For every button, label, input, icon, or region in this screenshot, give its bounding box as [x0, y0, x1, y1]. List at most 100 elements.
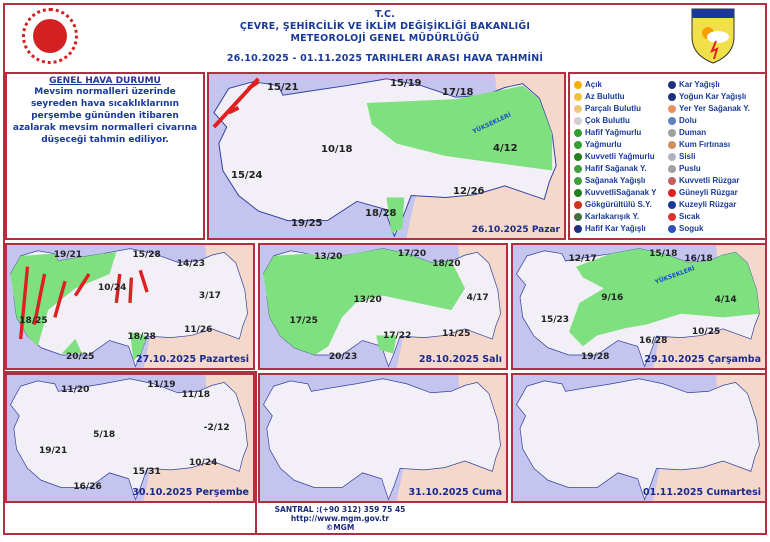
legend-label: Soguk [679, 224, 704, 233]
legend-label: Hafif Sağanak Y. [585, 164, 647, 173]
legend-label: Hafif Yağmurlu [585, 128, 642, 137]
legend-item: Duman [668, 127, 750, 139]
temp-label: 19/21 [53, 249, 83, 260]
temp-label: 18/28 [127, 332, 156, 343]
legend-item: Gökgürültülü S.Y. [574, 199, 656, 211]
temp-label: 3/17 [198, 290, 221, 301]
temp-label: 10/25 [691, 327, 721, 338]
light-rain-icon [574, 129, 582, 137]
legend-label: Kum Fırtınası [679, 140, 731, 149]
rain-icon [574, 141, 582, 149]
temp-label: 11/19 [147, 380, 176, 391]
temp-label: 19/25 [291, 218, 323, 229]
temp-label: 20/25 [66, 352, 95, 362]
legend-item: KuvvetliSağanak Y [574, 187, 656, 199]
temp-label: 20/23 [328, 352, 358, 362]
map-date: 31.10.2025 Cuma [408, 487, 502, 498]
map-date: 28.10.2025 Salı [418, 354, 502, 365]
north-wind-arrow-icon [668, 201, 676, 209]
temp-label: 15/18 [649, 248, 678, 259]
map-day-3: 13/20 17/20 18/20 13/20 4/17 17/25 11/25 17/22 2… [258, 243, 508, 370]
legend-item: Kuvvetli Yağmurlu [574, 151, 656, 163]
website-link[interactable]: http://www.mgm.gov.tr [290, 514, 390, 523]
temp-label: 17/22 [383, 331, 412, 342]
temp-label: 18/28 [365, 208, 397, 219]
map-day-6: 31.10.2025 Cuma [258, 373, 508, 503]
cloud-icon [574, 117, 582, 125]
legend-label: Kar Yağışlı [679, 80, 720, 89]
legend-item: Yoğun Kar Yağışlı [668, 91, 750, 103]
legend-item: Kum Fırtınası [668, 139, 750, 151]
south-wind-arrow-icon [668, 189, 676, 197]
legend-label: Dolu [679, 116, 697, 125]
map-day-5: 11/20 11/19 11/18 5/18 -2/12 19/21 10/24 15/31 1… [5, 373, 255, 503]
legend-label: Duman [679, 128, 707, 137]
sun-small-cloud-icon [574, 93, 582, 101]
temp-label: 18/25 [19, 316, 48, 327]
legend-item: Kuvvetli Rüzgar [668, 175, 750, 187]
legend-item: Açık [574, 79, 656, 91]
phone-number: SANTRAL :(+90 312) 359 75 45 [274, 505, 406, 514]
temp-label: 11/25 [442, 328, 471, 339]
meteoroloji-logo [691, 8, 735, 64]
temp-label: 4/12 [493, 143, 518, 154]
legend-label: Çok Bulutlu [585, 116, 630, 125]
temp-label: 14/23 [176, 258, 206, 269]
sun-icon [574, 81, 582, 89]
smoke-icon [668, 129, 676, 137]
temp-label: 16/18 [684, 253, 713, 264]
legend-panel: Açık Az Bulutlu Parçalı Bulutlu Çok Bulutlu… [568, 72, 767, 240]
legend-item: Karlakarışık Y. [574, 211, 656, 223]
legend-item: Sıcak [668, 211, 750, 223]
legend-item: Yağmurlu [574, 139, 656, 151]
legend-item: Parçalı Bulutlu [574, 103, 656, 115]
temp-label: 17/18 [442, 87, 474, 98]
temp-label: 4/17 [466, 292, 489, 303]
temp-label: 16/26 [73, 482, 102, 493]
temp-label: 13/20 [353, 295, 382, 306]
legend-item: Hafif Sağanak Y. [574, 163, 656, 175]
general-weather-text: Mevsim normalleri üzerinde seyreden hava… [12, 87, 198, 145]
hot-thermometer-icon [668, 213, 676, 221]
day-5-cell [3, 371, 257, 535]
legend-label: Kuvvetli Rüzgar [679, 176, 740, 185]
legend-label: KuvvetliSağanak Y [585, 188, 657, 197]
legend-label: Puslu [679, 164, 701, 173]
map-day-1: 15/21 15/19 17/18 10/18 4/12 15/24 12/26… [207, 72, 566, 240]
legend-label: Parçalı Bulutlu [585, 104, 642, 113]
legend-item: Yer Yer Sağanak Y. [668, 103, 750, 115]
temp-label: 11/20 [61, 385, 90, 396]
footer: SANTRAL :(+90 312) 359 75 45 http://www.… [250, 505, 430, 532]
temp-label: 11/18 [181, 390, 210, 401]
sandstorm-icon [668, 141, 676, 149]
map-date: 01.11.2025 Cumartesi [642, 487, 761, 498]
heavy-snow-icon [668, 93, 676, 101]
legend-item: Sağanak Yağışlı [574, 175, 656, 187]
temp-label: 10/24 [189, 458, 218, 469]
legend-item: Kuzeyli Rüzgar [668, 199, 750, 211]
temp-label: 4/14 [714, 295, 737, 306]
ministry-logo [22, 8, 78, 64]
legend-item: Az Bulutlu [574, 91, 656, 103]
legend-label: Yağmurlu [585, 140, 622, 149]
legend-item: Çok Bulutlu [574, 115, 656, 127]
legend-label: Sisli [679, 152, 696, 161]
light-shower-icon [574, 165, 582, 173]
legend-item: Kar Yağışlı [668, 79, 750, 91]
map-date: 26.10.2025 Pazar [471, 225, 560, 235]
legend-item: Puslu [668, 163, 750, 175]
strong-wind-icon [668, 177, 676, 185]
map-day-4: 12/17 15/18 16/18 9/16 4/14 15/23 10/25 16/28 19… [511, 243, 767, 370]
cold-thermometer-icon [668, 225, 676, 233]
temp-label: 15/19 [390, 78, 422, 89]
temp-label: 19/28 [581, 352, 610, 362]
legend-label: Karlakarışık Y. [585, 212, 640, 221]
legend-label: Gökgürültülü S.Y. [585, 200, 652, 209]
header: T.C. ÇEVRE, ŞEHİRCİLİK VE İKLİM DEĞİŞİKL… [0, 0, 770, 70]
temp-label: 15/31 [132, 466, 161, 477]
temp-label: 11/26 [184, 324, 213, 335]
legend-label: Yoğun Kar Yağışlı [679, 92, 747, 101]
snow-icon [668, 81, 676, 89]
temp-label: 15/24 [231, 170, 263, 181]
temp-label: 15/21 [267, 82, 299, 93]
